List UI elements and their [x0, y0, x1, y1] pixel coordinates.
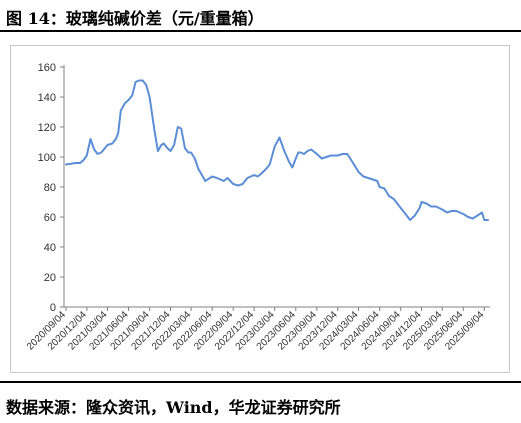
y-tick-label: 120: [38, 122, 56, 134]
title-divider: [0, 30, 521, 32]
series-line: [65, 79, 489, 221]
y-tick-label: 100: [38, 152, 56, 164]
source-note: 数据来源：隆众资讯，Wind，华龙证券研究所: [6, 398, 341, 417]
y-tick-label: 0: [50, 302, 56, 314]
source-divider: [0, 381, 521, 383]
y-tick-label: 60: [44, 212, 56, 224]
y-tick-label: 20: [44, 272, 56, 284]
y-tick-label: 40: [44, 242, 56, 254]
figure-title: 图 14：玻璃纯碱价差（元/重量箱）: [6, 9, 264, 28]
chart-frame: [10, 45, 510, 373]
y-tick-label: 160: [38, 62, 56, 74]
y-tick-label: 140: [38, 92, 56, 104]
y-tick-label: 80: [44, 182, 56, 194]
